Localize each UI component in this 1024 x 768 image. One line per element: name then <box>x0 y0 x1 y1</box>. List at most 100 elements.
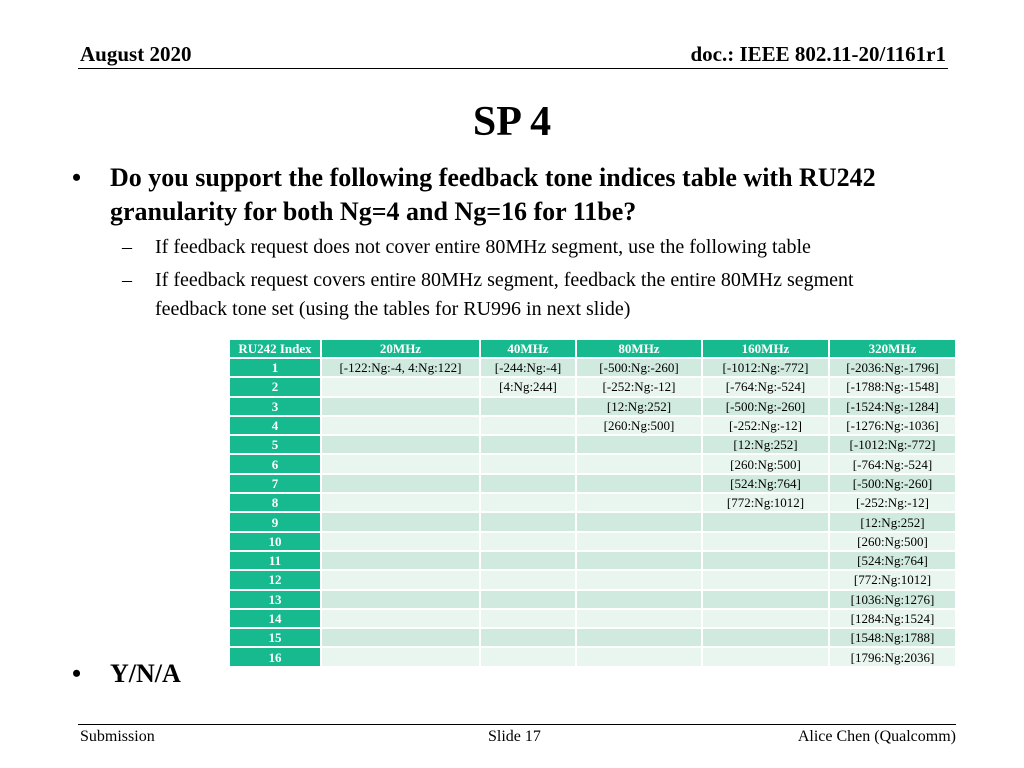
feedback-tone-table: RU242 Index 20MHz 40MHz 80MHz 160MHz 320MHz 1… <box>228 338 957 668</box>
footer-author: Alice Chen (Qualcomm) <box>797 728 956 745</box>
column-header: RU242 Index <box>228 338 322 359</box>
table-row: 5 [12:Ng:252] [-1012:Ng:-772] <box>228 434 957 456</box>
tone-range-cell: [-1012:Ng:-772] <box>828 434 957 456</box>
tone-range-cell <box>320 511 481 533</box>
tone-range-cell: [-500:Ng:-260] <box>828 472 957 495</box>
tone-range-cell: [-500:Ng:-260] <box>701 395 830 417</box>
tone-range-cell: [1548:Ng:1788] <box>828 627 957 649</box>
tone-range-cell: [772:Ng:1012] <box>701 492 830 514</box>
bullet-answer-text: Y/N/A <box>110 659 181 688</box>
tone-range-cell <box>575 530 703 552</box>
table-row: 13 [1036:Ng:1276] <box>228 588 957 610</box>
table-row: 7 [524:Ng:764] [-500:Ng:-260] <box>228 472 957 495</box>
tone-range-cell: [1796:Ng:2036] <box>828 646 957 668</box>
table-row: 6 [260:Ng:500] [-764:Ng:-524] <box>228 453 957 475</box>
tone-range-cell <box>575 434 703 456</box>
table-row: 11 [524:Ng:764] <box>228 549 957 572</box>
ru-index-cell: 11 <box>228 549 322 572</box>
slide-title: SP 4 <box>472 99 552 145</box>
tone-range-cell <box>479 453 577 475</box>
table-row: 14 [1284:Ng:1524] <box>228 607 957 630</box>
tone-range-cell: [-244:Ng:-4] <box>479 356 577 379</box>
table-row: 15 [1548:Ng:1788] <box>228 627 957 649</box>
tone-range-cell <box>701 607 830 630</box>
tone-range-cell <box>320 530 481 552</box>
tone-range-cell <box>479 530 577 552</box>
tone-range-cell <box>479 434 577 456</box>
ru-index-cell: 16 <box>228 646 322 668</box>
tone-range-cell <box>479 607 577 630</box>
tone-range-cell <box>320 434 481 456</box>
tone-range-cell: [772:Ng:1012] <box>828 569 957 591</box>
tone-range-cell: [260:Ng:500] <box>575 414 703 437</box>
bullet-sub-1-text: If feedback request does not cover entir… <box>155 236 811 258</box>
table-row: 9 [12:Ng:252] <box>228 511 957 533</box>
tone-range-cell <box>575 472 703 495</box>
header-date: August 2020 <box>80 42 192 66</box>
ru-index-cell: 9 <box>228 511 322 533</box>
tone-range-cell <box>320 627 481 649</box>
tone-range-cell: [12:Ng:252] <box>701 434 830 456</box>
tone-range-cell <box>479 472 577 495</box>
tone-range-cell: [260:Ng:500] <box>701 453 830 475</box>
column-header: 20MHz <box>320 338 481 359</box>
ru-index-cell: 4 <box>228 414 322 437</box>
table-row: 10 [260:Ng:500] <box>228 530 957 552</box>
footer-slide-number: Slide 17 <box>488 728 541 745</box>
tone-range-cell <box>479 646 577 668</box>
tone-range-cell <box>320 607 481 630</box>
column-header: 160MHz <box>701 338 830 359</box>
tone-range-cell <box>701 627 830 649</box>
tone-range-cell <box>479 492 577 514</box>
tone-range-cell <box>575 627 703 649</box>
column-header: 320MHz <box>828 338 957 359</box>
ru-index-cell: 5 <box>228 434 322 456</box>
tone-range-cell <box>701 646 830 668</box>
ru-index-cell: 3 <box>228 395 322 417</box>
tone-range-cell <box>575 588 703 610</box>
tone-range-cell: [12:Ng:252] <box>828 511 957 533</box>
ru-index-cell: 13 <box>228 588 322 610</box>
header-divider <box>78 68 948 69</box>
table-row: 3 [12:Ng:252] [-500:Ng:-260] [-1524:Ng:-128… <box>228 395 957 417</box>
tone-range-cell <box>701 549 830 572</box>
tone-range-cell: [-764:Ng:-524] <box>701 376 830 398</box>
tone-range-cell <box>479 569 577 591</box>
tone-range-cell <box>479 395 577 417</box>
tone-range-cell <box>320 376 481 398</box>
tone-range-cell: [-252:Ng:-12] <box>828 492 957 514</box>
tone-range-cell: [260:Ng:500] <box>828 530 957 552</box>
tone-range-cell <box>320 453 481 475</box>
ru-index-cell: 14 <box>228 607 322 630</box>
table-header-row: RU242 Index 20MHz 40MHz 80MHz 160MHz 320MHz <box>228 338 957 359</box>
tone-range-cell: [-252:Ng:-12] <box>575 376 703 398</box>
tone-range-cell <box>701 511 830 533</box>
dash-icon: – <box>122 236 132 258</box>
tone-range-cell: [-764:Ng:-524] <box>828 453 957 475</box>
dash-icon: – <box>122 269 132 291</box>
tone-range-cell <box>479 511 577 533</box>
tone-range-cell <box>320 646 481 668</box>
bullet-icon: • <box>72 659 82 688</box>
table-row: 1 [-122:Ng:-4, 4:Ng:122] [-244:Ng:-4] [-500… <box>228 356 957 379</box>
ru-index-cell: 7 <box>228 472 322 495</box>
tone-range-cell <box>320 588 481 610</box>
tone-range-cell <box>320 414 481 437</box>
tone-range-cell <box>320 549 481 572</box>
tone-range-cell: [-1524:Ng:-1284] <box>828 395 957 417</box>
tone-range-cell <box>320 395 481 417</box>
bullet-icon: • <box>72 163 82 192</box>
tone-range-cell <box>320 472 481 495</box>
table-row: 8 [772:Ng:1012] [-252:Ng:-12] <box>228 492 957 514</box>
tone-range-cell: [1284:Ng:1524] <box>828 607 957 630</box>
tone-range-cell: [-2036:Ng:-1796] <box>828 356 957 379</box>
tone-range-cell <box>701 569 830 591</box>
tone-range-cell: [-500:Ng:-260] <box>575 356 703 379</box>
tone-range-cell <box>479 627 577 649</box>
tone-range-cell: [12:Ng:252] <box>575 395 703 417</box>
ru-index-cell: 10 <box>228 530 322 552</box>
tone-range-cell <box>575 511 703 533</box>
tone-range-cell: [-122:Ng:-4, 4:Ng:122] <box>320 356 481 379</box>
tone-range-cell <box>320 492 481 514</box>
tone-range-cell: [524:Ng:764] <box>828 549 957 572</box>
